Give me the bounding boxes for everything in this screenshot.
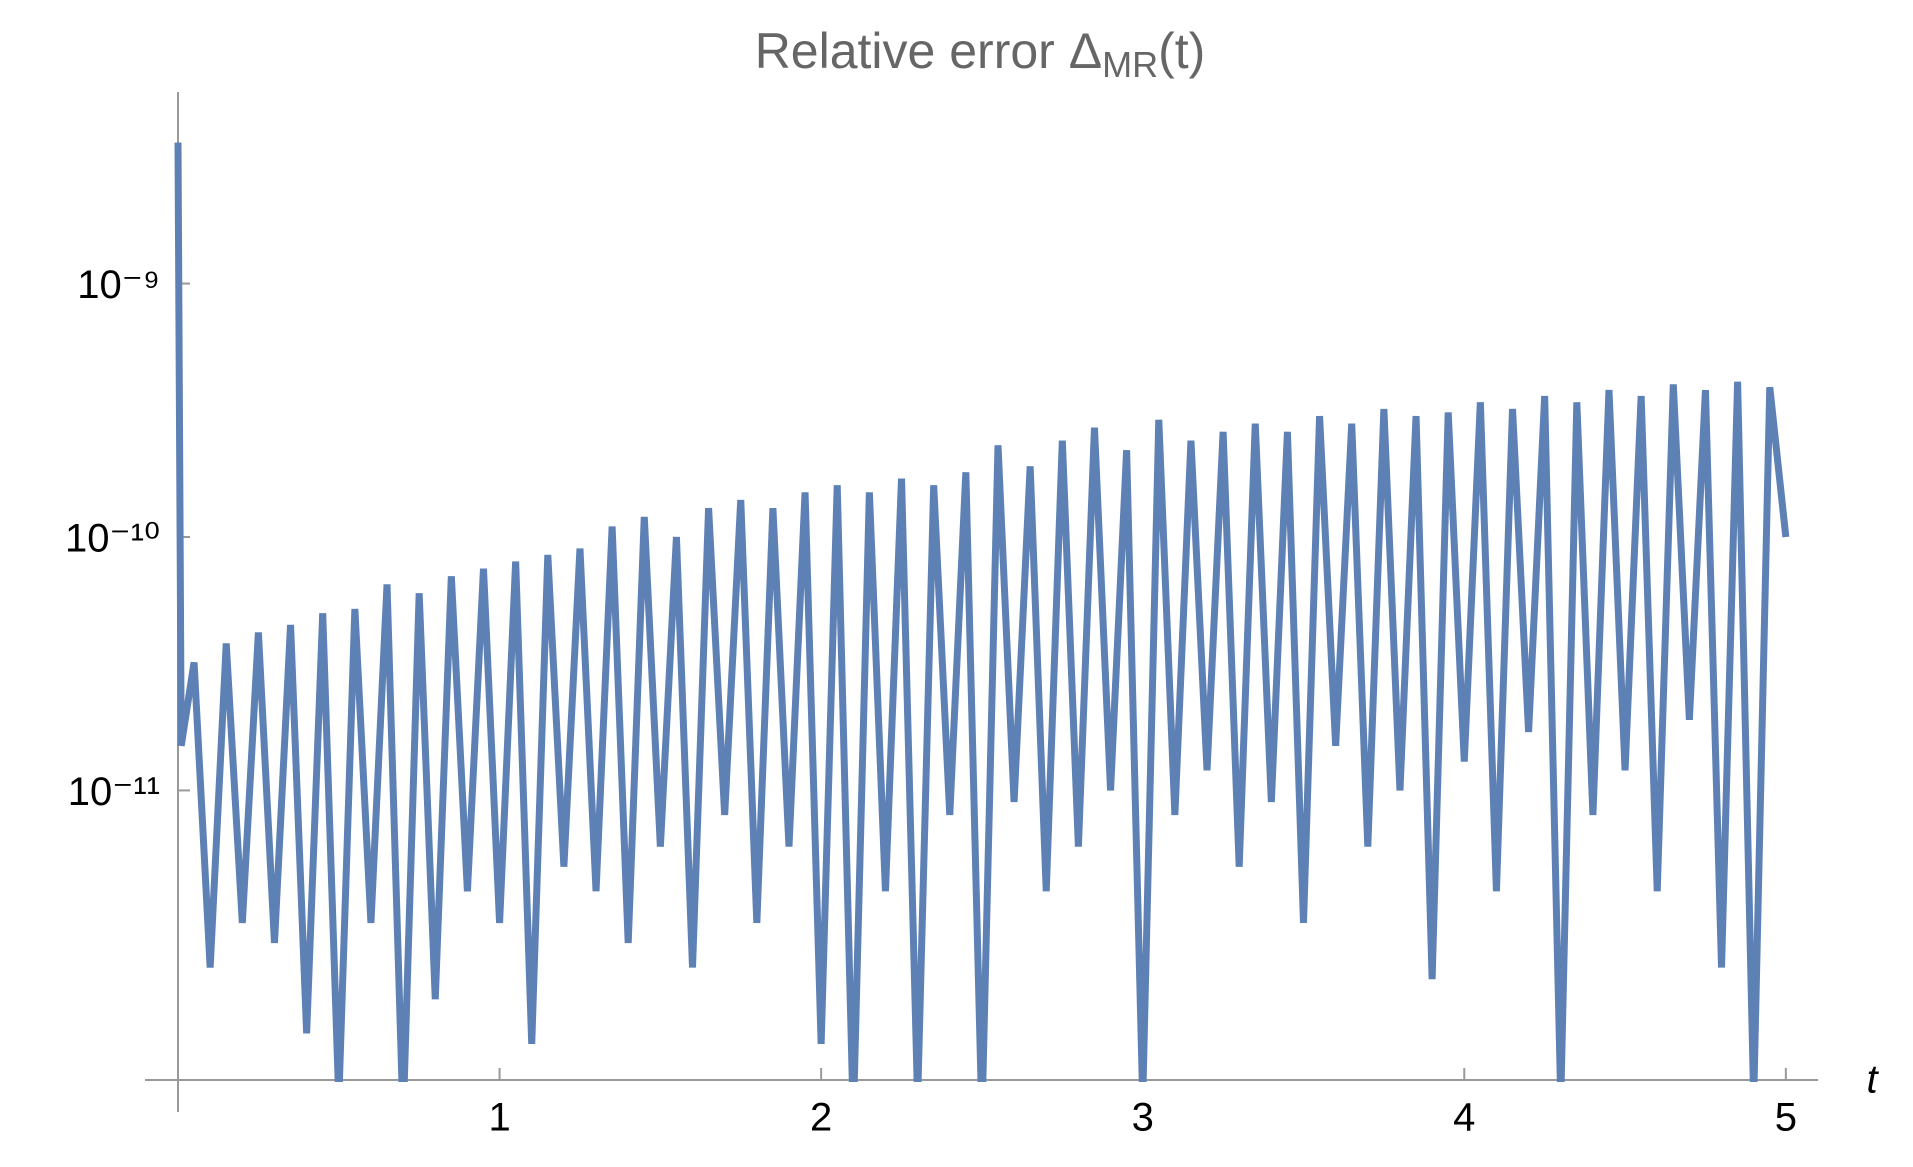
title-main: Relative error Δ [755, 23, 1102, 79]
x-tick-label: 2 [810, 1096, 832, 1140]
x-tick-label: 5 [1775, 1096, 1797, 1140]
y-tick-label: 10⁻¹⁰ [65, 517, 160, 561]
x-tick-label: 1 [488, 1096, 510, 1140]
title-end: (t) [1158, 23, 1205, 79]
data-line [174, 142, 1790, 1082]
y-tick-label: 10⁻¹¹ [68, 770, 160, 814]
title-subscript: MR [1102, 44, 1158, 85]
x-tick-label: 4 [1453, 1096, 1475, 1140]
y-tick-label: 10⁻⁹ [77, 263, 160, 307]
x-tick-label: 3 [1132, 1096, 1154, 1140]
chart-title: Relative error ΔMR(t) [755, 23, 1206, 84]
x-axis-label: t [1866, 1058, 1879, 1102]
